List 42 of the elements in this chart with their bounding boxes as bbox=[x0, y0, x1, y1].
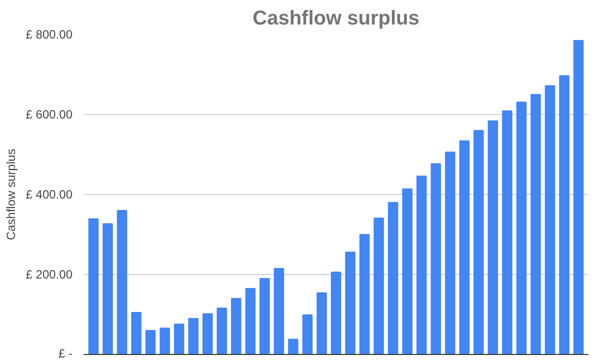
bar bbox=[145, 330, 156, 354]
bar bbox=[388, 202, 398, 354]
bar bbox=[502, 110, 512, 354]
y-tick-label: £ 400.00 bbox=[26, 188, 73, 202]
y-tick-label: £ - bbox=[58, 346, 73, 360]
bar bbox=[188, 318, 198, 354]
bar bbox=[245, 288, 256, 354]
bar bbox=[516, 102, 527, 354]
y-tick-label: £ 200.00 bbox=[26, 268, 73, 282]
bar bbox=[260, 278, 270, 354]
bar bbox=[88, 218, 99, 354]
bar bbox=[488, 120, 498, 354]
bar bbox=[474, 130, 484, 354]
bar bbox=[160, 328, 170, 354]
bar bbox=[274, 268, 284, 354]
bar bbox=[288, 338, 298, 354]
bar bbox=[444, 152, 456, 354]
bar bbox=[302, 314, 313, 354]
bar bbox=[544, 85, 556, 354]
bar bbox=[131, 312, 142, 354]
bar bbox=[573, 40, 584, 354]
bar bbox=[330, 272, 342, 354]
bar bbox=[316, 292, 327, 354]
bar bbox=[116, 210, 128, 354]
bar bbox=[430, 163, 441, 354]
y-tick-label: £ 800.00 bbox=[26, 28, 73, 42]
bar bbox=[459, 140, 470, 354]
bar bbox=[202, 313, 213, 354]
bar bbox=[345, 252, 356, 354]
bar bbox=[102, 223, 113, 354]
bar bbox=[174, 324, 184, 354]
y-axis-title: Cashflow surplus bbox=[4, 148, 18, 240]
bar bbox=[374, 218, 384, 354]
bar bbox=[559, 75, 570, 354]
bar bbox=[231, 298, 242, 354]
bar bbox=[416, 176, 427, 354]
bar bbox=[359, 234, 370, 354]
bar bbox=[402, 188, 412, 354]
bar bbox=[216, 308, 228, 354]
y-tick-label: £ 600.00 bbox=[26, 108, 73, 122]
chart-title: Cashflow surplus bbox=[252, 8, 420, 30]
bar bbox=[530, 94, 541, 354]
